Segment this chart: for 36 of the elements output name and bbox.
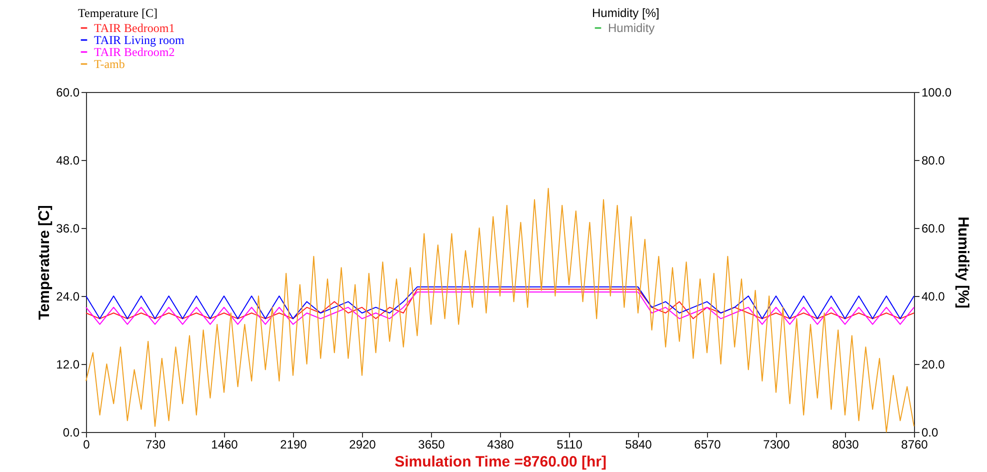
y2-tick-label: 20.0 (922, 358, 946, 372)
legend-label: T-amb (94, 57, 125, 71)
legend-label: TAIR Living room (94, 33, 186, 47)
x-axis-title: Simulation Time =8760.00 [hr] (394, 454, 606, 470)
y2-tick-label: 40.0 (922, 290, 946, 304)
y-axis-title: Temperature [C] (36, 205, 54, 320)
x-tick-label: 7300 (763, 438, 790, 452)
x-tick-label: 5840 (625, 438, 652, 452)
line-series (86, 292, 914, 325)
x-tick-label: 5110 (556, 438, 583, 452)
x-tick-label: 3650 (418, 438, 446, 452)
line-series (86, 188, 914, 432)
y-tick-label: 36.0 (56, 222, 80, 236)
y-tick-label: 60.0 (56, 86, 80, 100)
legend-title: Temperature [C] (78, 6, 158, 20)
y-tick-label: 12.0 (56, 358, 80, 372)
y2-tick-label: 60.0 (922, 222, 946, 236)
y-tick-label: 24.0 (56, 290, 80, 304)
y2-tick-label: 80.0 (922, 154, 946, 168)
legend-label: TAIR Bedroom1 (94, 21, 175, 35)
x-tick-label: 2190 (280, 438, 308, 452)
y2-axis-title: Humidity [%] (954, 216, 972, 308)
x-tick-label: 0 (83, 438, 90, 452)
y2-tick-label: 0.0 (922, 426, 939, 440)
y2-tick-label: 100.0 (922, 86, 952, 100)
x-tick-label: 2920 (349, 438, 376, 452)
y-tick-label: 48.0 (56, 154, 80, 168)
x-tick-label: 1460 (211, 438, 238, 452)
x-tick-label: 730 (145, 438, 166, 452)
x-tick-label: 4380 (487, 438, 514, 452)
legend-label: Humidity (608, 21, 655, 35)
x-tick-label: 8760 (901, 438, 928, 452)
y-tick-label: 0.0 (62, 426, 80, 440)
x-tick-label: 6570 (694, 438, 722, 452)
text: Humidity [%] (592, 6, 660, 20)
x-tick-label: 8030 (832, 438, 860, 452)
